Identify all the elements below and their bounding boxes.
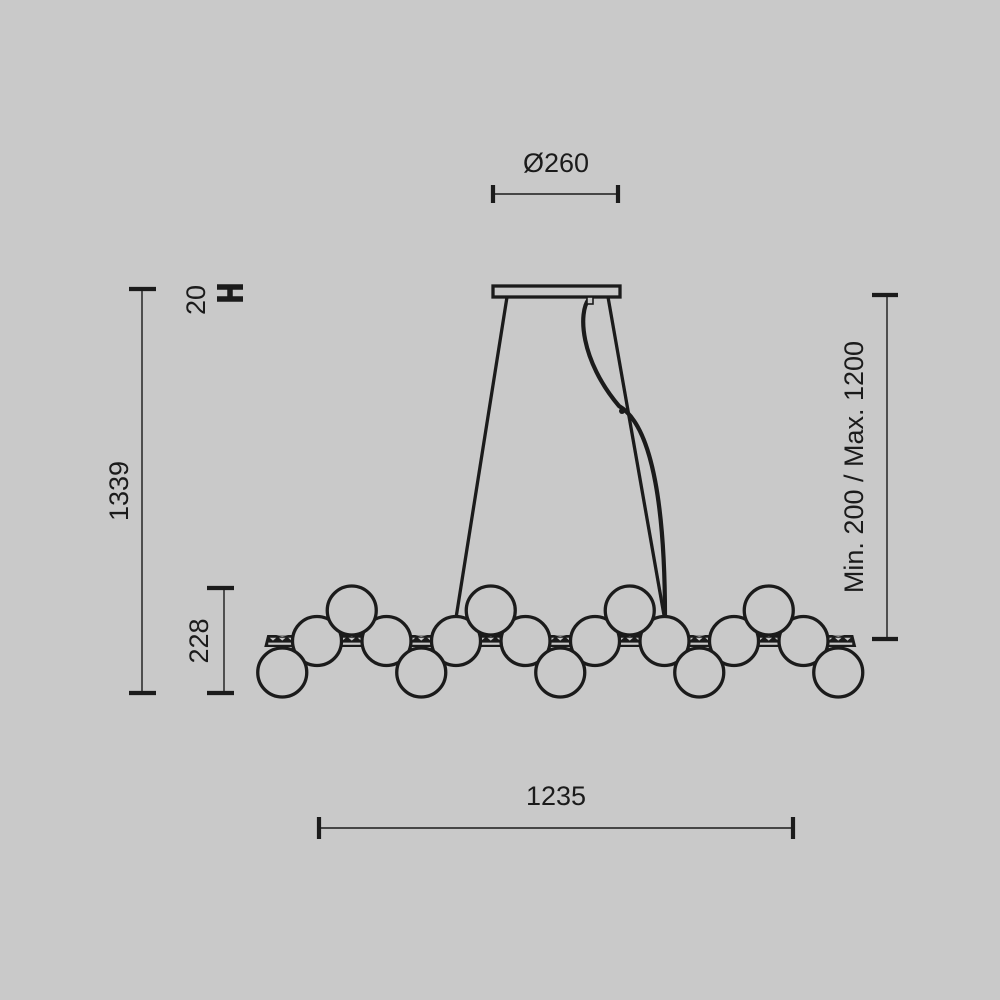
svg-text:1339: 1339 (104, 461, 134, 521)
svg-text:228: 228 (184, 618, 214, 663)
svg-text:1235: 1235 (526, 781, 586, 811)
svg-text:Ø260: Ø260 (523, 148, 589, 178)
svg-text:Min. 200 / Max. 1200: Min. 200 / Max. 1200 (839, 341, 869, 593)
svg-text:20: 20 (181, 285, 211, 315)
